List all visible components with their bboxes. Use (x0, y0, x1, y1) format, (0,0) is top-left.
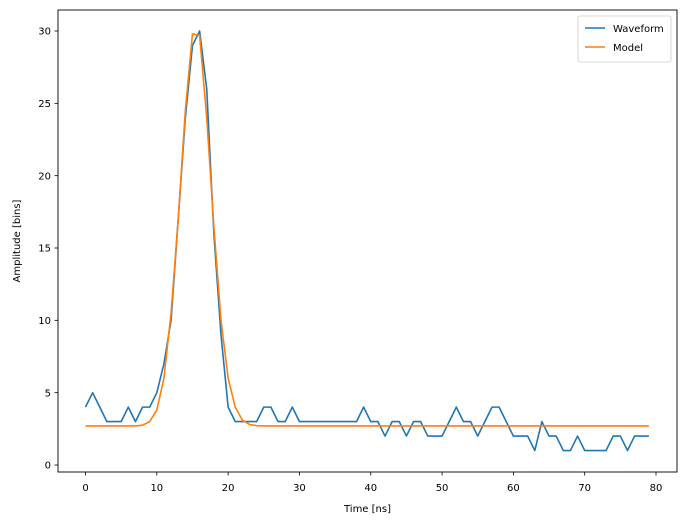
x-axis: 0 10 20 30 40 50 60 70 80 (82, 472, 662, 494)
legend: Waveform Model (577, 15, 672, 63)
x-tick-label: 70 (578, 483, 591, 494)
legend-model-label: Model (613, 43, 643, 54)
y-tick-label: 5 (45, 388, 51, 399)
plot-area (84, 30, 649, 452)
x-tick-label: 60 (507, 483, 520, 494)
x-tick-label: 40 (364, 483, 377, 494)
x-tick-label: 50 (436, 483, 449, 494)
y-tick-label: 30 (38, 27, 51, 38)
x-tick-label: 80 (650, 483, 663, 494)
series-model-line (85, 33, 649, 427)
legend-waveform-label: Waveform (613, 24, 664, 35)
x-tick-label: 10 (150, 483, 163, 494)
y-axis: 0 5 10 15 20 25 30 (38, 27, 58, 472)
x-tick-label: 0 (82, 483, 88, 494)
y-tick-label: 25 (38, 99, 51, 110)
y-axis-label: Amplitude [bins] (12, 199, 23, 282)
y-tick-label: 0 (45, 461, 51, 472)
y-tick-label: 20 (38, 171, 51, 182)
y-tick-label: 15 (38, 244, 51, 255)
x-tick-label: 20 (222, 483, 235, 494)
series-waveform-line (84, 30, 649, 452)
x-axis-label: Time [ns] (343, 504, 391, 515)
y-tick-label: 10 (38, 316, 51, 327)
x-tick-label: 30 (293, 483, 306, 494)
legend-box (577, 15, 672, 63)
axes-frame (57, 9, 678, 473)
